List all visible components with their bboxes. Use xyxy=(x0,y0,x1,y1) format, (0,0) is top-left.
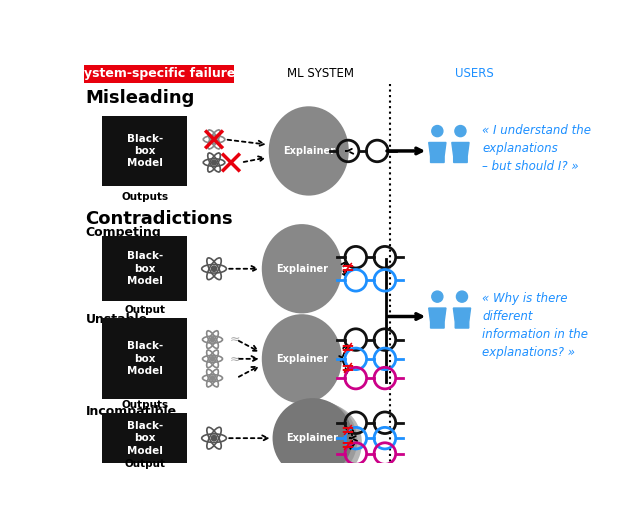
Bar xyxy=(102,318,187,399)
Circle shape xyxy=(212,137,216,142)
Text: Black-
box
Model: Black- box Model xyxy=(127,421,163,456)
Text: Black-
box
Model: Black- box Model xyxy=(127,251,163,286)
Polygon shape xyxy=(429,142,446,162)
Bar xyxy=(102,236,187,302)
Text: « Why is there
different
information in the
explanations? »: « Why is there different information in … xyxy=(482,292,588,359)
Text: USERS: USERS xyxy=(455,68,493,81)
Text: System-specific failures: System-specific failures xyxy=(75,68,243,81)
Text: ML SYSTEM: ML SYSTEM xyxy=(287,68,354,81)
Ellipse shape xyxy=(273,398,353,478)
Text: Outputs: Outputs xyxy=(121,400,168,410)
Text: ≠: ≠ xyxy=(340,421,354,439)
Text: Explainer: Explainer xyxy=(276,264,328,274)
Circle shape xyxy=(212,160,216,165)
Polygon shape xyxy=(452,142,469,162)
Text: Explainer: Explainer xyxy=(276,354,328,364)
Text: Unstable: Unstable xyxy=(86,313,148,326)
Bar xyxy=(102,116,187,186)
Text: ≠: ≠ xyxy=(340,437,354,455)
Text: Black-
box
Model: Black- box Model xyxy=(127,342,163,376)
Polygon shape xyxy=(429,308,446,328)
Bar xyxy=(84,64,234,83)
Text: Output: Output xyxy=(124,459,165,469)
Ellipse shape xyxy=(277,400,357,480)
Text: Outputs: Outputs xyxy=(121,192,168,202)
Text: Misleading: Misleading xyxy=(86,89,195,107)
Text: Black-
box
Model: Black- box Model xyxy=(127,134,163,168)
Ellipse shape xyxy=(262,314,342,404)
Text: Explainer: Explainer xyxy=(283,146,335,156)
Circle shape xyxy=(456,291,468,302)
Text: ≈: ≈ xyxy=(230,333,240,346)
Polygon shape xyxy=(453,308,470,328)
Ellipse shape xyxy=(269,106,349,196)
Circle shape xyxy=(211,435,217,441)
Ellipse shape xyxy=(262,224,342,314)
Text: ≠: ≠ xyxy=(340,359,354,377)
Circle shape xyxy=(211,357,214,361)
Text: ≠: ≠ xyxy=(340,340,354,358)
Text: ≈: ≈ xyxy=(230,353,240,366)
Text: ≠: ≠ xyxy=(340,260,354,278)
Text: Contradictions: Contradictions xyxy=(86,210,233,228)
Circle shape xyxy=(211,266,217,271)
Text: Explainer: Explainer xyxy=(287,433,339,443)
Circle shape xyxy=(211,337,214,342)
Bar xyxy=(102,413,187,463)
Text: Competing: Competing xyxy=(86,226,161,239)
Text: « I understand the
explanations
– but should I? »: « I understand the explanations – but sh… xyxy=(482,124,591,173)
Ellipse shape xyxy=(282,402,362,483)
Circle shape xyxy=(455,125,466,137)
Circle shape xyxy=(211,376,214,380)
Text: Output: Output xyxy=(124,305,165,315)
Circle shape xyxy=(432,125,443,137)
Text: Incompatible: Incompatible xyxy=(86,405,177,418)
Circle shape xyxy=(432,291,443,302)
